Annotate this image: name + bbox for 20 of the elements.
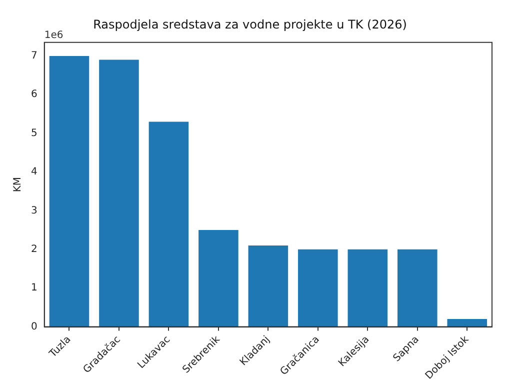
bar <box>49 56 90 327</box>
bar <box>348 249 388 327</box>
bar <box>298 249 338 327</box>
y-tick-label: 1 <box>30 282 38 294</box>
bar <box>148 122 189 327</box>
y-tick-label: 0 <box>30 321 38 332</box>
bar <box>99 60 139 327</box>
chart-title: Raspodjela sredstava za vodne projekte u TK (2026) <box>93 17 407 32</box>
y-tick-label: 6 <box>30 89 38 100</box>
text: 1e6 <box>44 30 64 41</box>
y-tick-label: 4 <box>30 166 38 178</box>
y-tick-label: 3 <box>30 205 38 216</box>
bar <box>398 249 438 327</box>
y-tick-label: 5 <box>30 128 38 139</box>
bar <box>248 246 288 327</box>
bar <box>447 319 488 327</box>
y-tick-label: 2 <box>30 244 38 255</box>
y-tick-label: 7 <box>30 50 38 62</box>
y-axis-title: KM <box>12 176 24 192</box>
bar <box>198 230 238 327</box>
